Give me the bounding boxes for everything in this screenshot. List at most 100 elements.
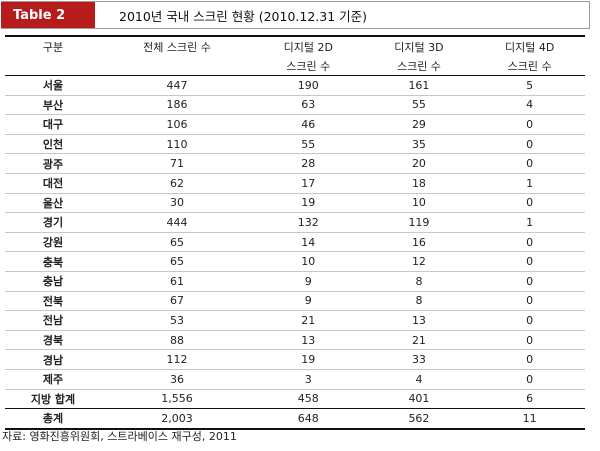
cell-d2: 17 [252,173,364,194]
cell-d3: 18 [363,173,475,194]
cell-d3: 16 [363,232,475,253]
cell-d4: 0 [474,291,585,312]
cell-total: 30 [101,193,253,214]
cell-d4: 0 [474,232,585,253]
cell-region: 광주 [5,153,101,174]
cell-d4: 6 [474,389,585,410]
cell-region: 인천 [5,134,101,155]
cell-total: 110 [101,134,253,155]
cell-d3: 35 [363,134,475,155]
cell-d4: 5 [474,75,585,96]
cell-d2: 28 [252,153,364,174]
cell-d2: 19 [252,349,364,370]
screen-stats-table: 구분 전체 스크린 수 디지털 2D 디지털 3D 디지털 4D 스크린 수 스… [5,37,585,430]
cell-d3: 29 [363,114,475,135]
cell-d4: 0 [474,349,585,370]
table-row: 서울 447 190 161 5 [5,75,585,96]
cell-d2: 9 [252,271,364,292]
cell-total: 444 [101,212,253,233]
col-header-total: 전체 스크린 수 [143,40,211,54]
cell-d3: 119 [363,212,475,233]
cell-d2: 14 [252,232,364,253]
cell-region: 전북 [5,291,101,312]
table-row: 충남 61 9 8 0 [5,271,585,292]
table-row: 대전 62 17 18 1 [5,173,585,194]
cell-total: 88 [101,330,253,351]
cell-d2: 46 [252,114,364,135]
col-header-2d: 디지털 2D [283,40,333,54]
cell-total: 186 [101,95,253,116]
cell-total: 62 [101,173,253,194]
cell-d4: 0 [474,193,585,214]
table-row: 전북 67 9 8 0 [5,291,585,312]
cell-region: 대전 [5,173,101,194]
cell-d3: 562 [363,408,475,430]
cell-total: 106 [101,114,253,135]
cell-total: 1,556 [101,389,253,410]
col-header-3d-sub: 스크린 수 [363,56,475,76]
col-header-3d: 디지털 3D [394,40,444,54]
table-row: 충북 65 10 12 0 [5,251,585,272]
header-row-2: 스크린 수 스크린 수 스크린 수 [5,56,585,76]
col-header-region-sub [5,56,101,76]
cell-d2: 21 [252,310,364,331]
cell-d3: 10 [363,193,475,214]
cell-d4: 11 [474,408,585,430]
cell-total: 65 [101,251,253,272]
table-row: 경남 112 19 33 0 [5,349,585,370]
cell-total: 2,003 [101,408,253,430]
cell-region: 제주 [5,369,101,390]
table-row: 전남 53 21 13 0 [5,310,585,331]
cell-total: 53 [101,310,253,331]
source-footnote: 자료: 영화진흥위원회, 스트라베이스 재구성, 2011 [2,430,237,443]
cell-total: 36 [101,369,253,390]
cell-total: 65 [101,232,253,253]
cell-d4: 0 [474,134,585,155]
cell-total: 61 [101,271,253,292]
col-header-4d: 디지털 4D [504,40,555,54]
cell-d4: 0 [474,330,585,351]
cell-total: 112 [101,349,253,370]
cell-d4: 0 [474,310,585,331]
cell-d2: 132 [252,212,364,233]
cell-region: 총계 [5,408,101,430]
cell-d2: 13 [252,330,364,351]
cell-d3: 20 [363,153,475,174]
table-title-bar: Table 2 2010년 국내 스크린 현황 (2010.12.31 기준) [1,1,590,29]
cell-d4: 0 [474,251,585,272]
cell-d2: 63 [252,95,364,116]
header-row: 구분 전체 스크린 수 디지털 2D 디지털 3D 디지털 4D [5,37,585,56]
cell-region: 경남 [5,349,101,370]
cell-region: 전남 [5,310,101,331]
cell-region: 울산 [5,193,101,214]
cell-region: 대구 [5,114,101,135]
cell-d3: 161 [363,75,475,96]
cell-d4: 0 [474,153,585,174]
cell-d3: 401 [363,389,475,410]
table-row: 제주 36 3 4 0 [5,369,585,390]
table-row: 대구 106 46 29 0 [5,114,585,135]
cell-region: 충북 [5,251,101,272]
cell-d3: 55 [363,95,475,116]
cell-region: 서울 [5,75,101,96]
cell-d2: 3 [252,369,364,390]
cell-region: 부산 [5,95,101,116]
cell-d3: 8 [363,291,475,312]
cell-total: 447 [101,75,253,96]
cell-d3: 33 [363,349,475,370]
table-row: 경기 444 132 119 1 [5,212,585,233]
col-header-2d-sub: 스크린 수 [252,56,364,76]
cell-d4: 1 [474,173,585,194]
cell-d3: 8 [363,271,475,292]
cell-region: 강원 [5,232,101,253]
table-row: 강원 65 14 16 0 [5,232,585,253]
cell-total: 67 [101,291,253,312]
cell-d2: 648 [252,408,364,430]
cell-d2: 10 [252,251,364,272]
table-row: 경북 88 13 21 0 [5,330,585,351]
table-row: 부산 186 63 55 4 [5,95,585,116]
top-rule [5,35,585,37]
cell-d4: 4 [474,95,585,116]
col-header-total-sub [101,56,253,76]
cell-d3: 4 [363,369,475,390]
